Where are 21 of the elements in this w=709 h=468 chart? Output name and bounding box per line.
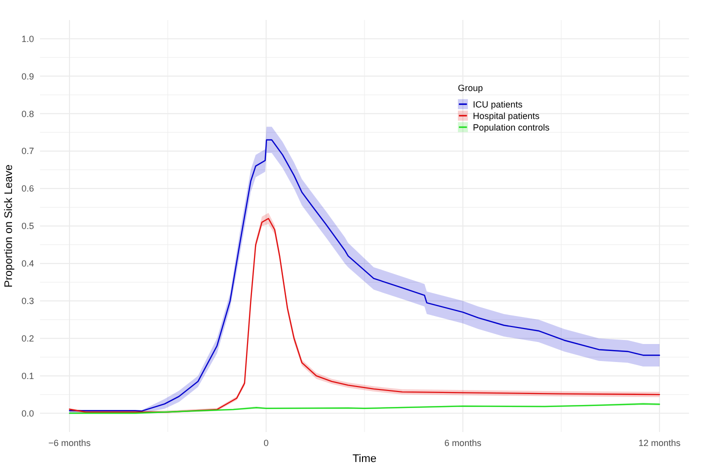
x-tick-label: −6 months: [48, 438, 92, 448]
y-tick-label: 0.7: [21, 146, 34, 156]
y-tick-label: 0.8: [21, 108, 34, 119]
x-tick-label: 12 months: [638, 438, 682, 448]
y-tick-label: 0.0: [21, 408, 34, 418]
y-axis-title: Proportion on Sick Leave: [3, 164, 15, 288]
x-tick-label: 0: [264, 438, 269, 448]
y-tick-label: 0.4: [21, 258, 34, 269]
legend-title: Group: [458, 83, 483, 94]
y-tick-label: 0.2: [21, 334, 34, 344]
y-tick-label: 0.5: [21, 221, 34, 232]
x-tick-label: 6 months: [444, 438, 482, 448]
legend-label: ICU patients: [472, 99, 523, 110]
y-tick-label: 1.0: [21, 34, 34, 44]
y-tick-label: 0.1: [21, 370, 34, 381]
y-tick-label: 0.3: [21, 296, 34, 306]
legend-label: Hospital patients: [472, 110, 540, 121]
y-tick-label: 0.9: [21, 71, 34, 82]
legend-label: Population controls: [472, 122, 550, 132]
x-axis-title: Time: [352, 453, 377, 465]
y-tick-label: 0.6: [21, 184, 34, 194]
